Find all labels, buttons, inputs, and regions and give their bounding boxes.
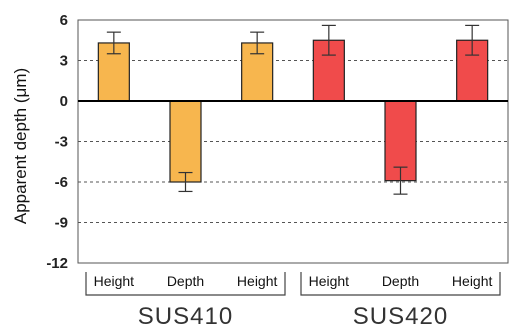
category-label: Depth — [167, 273, 204, 289]
group-label-sus410: SUS410 — [138, 303, 233, 330]
axes — [77, 19, 509, 264]
y-tick-label: -3 — [55, 134, 68, 151]
group-bracket — [300, 272, 501, 296]
y-tick-label: -6 — [55, 174, 68, 191]
y-tick-label: -9 — [55, 215, 68, 232]
y-axis-title: Apparent depth (μm) — [11, 68, 30, 224]
category-label: Height — [309, 273, 350, 289]
y-tick-label: 3 — [60, 53, 68, 70]
gridlines — [78, 60, 508, 223]
group-label-sus420: SUS420 — [353, 303, 448, 330]
category-label: Height — [237, 273, 278, 289]
bars — [97, 24, 489, 195]
category-label: Height — [94, 273, 135, 289]
y-tick-label: -12 — [46, 255, 68, 272]
plot-frame — [77, 19, 509, 264]
y-tick-label: 6 — [60, 12, 68, 29]
bar-sus410-1 — [169, 100, 202, 183]
group-bracket — [85, 272, 286, 296]
category-label: Depth — [382, 273, 419, 289]
y-tick-label: 0 — [60, 93, 68, 110]
category-label: Height — [452, 273, 493, 289]
